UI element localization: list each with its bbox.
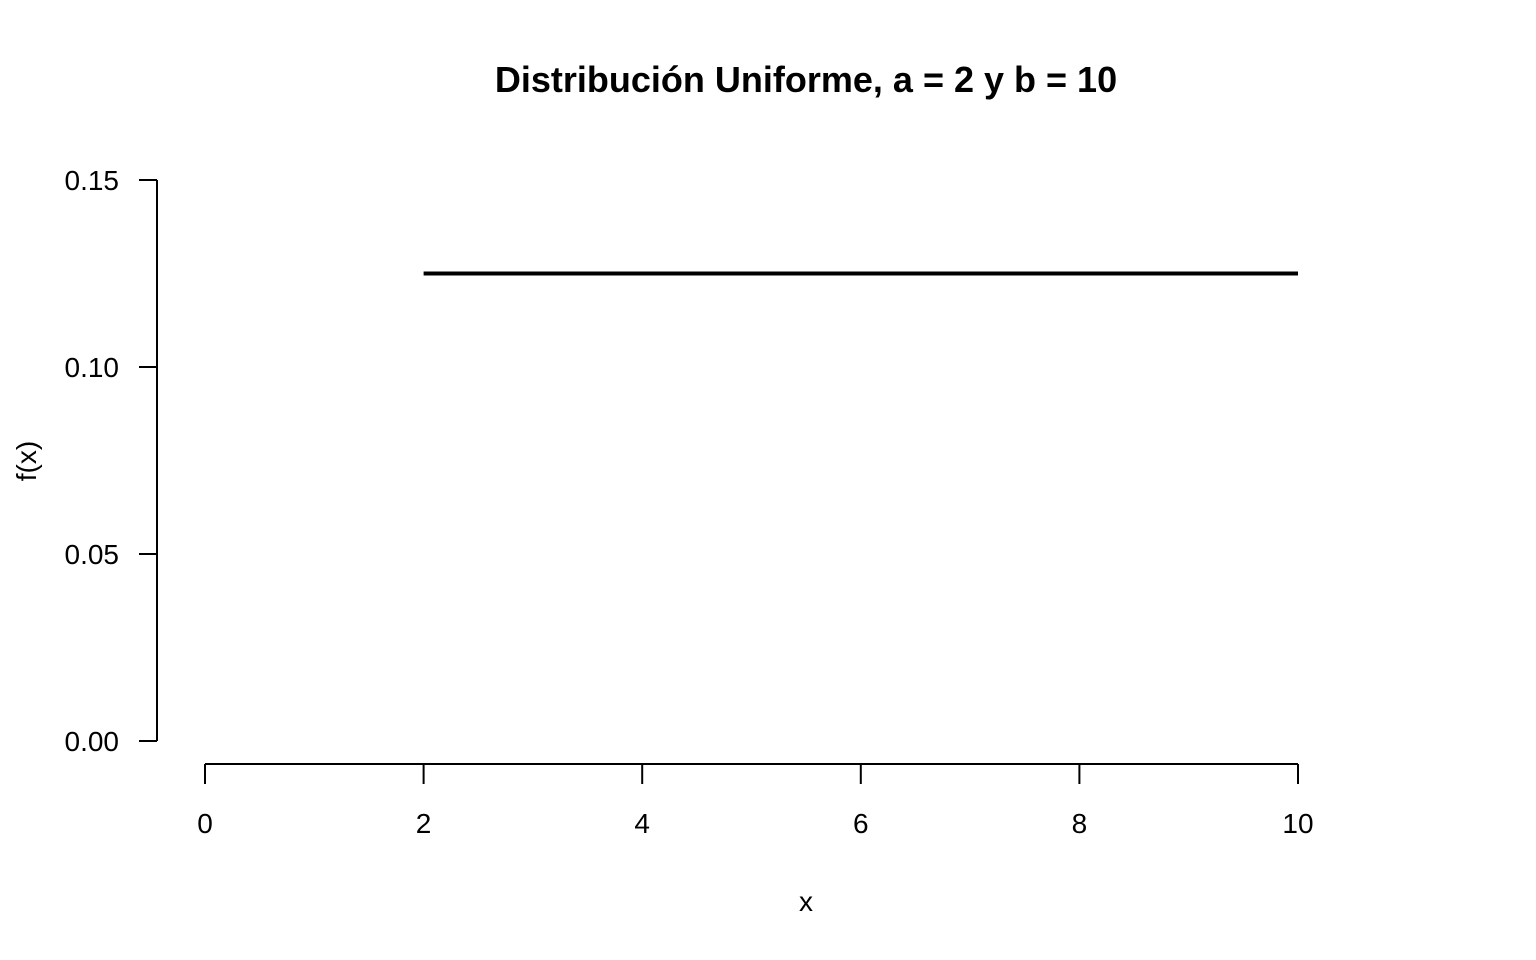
x-tick-label: 4 <box>634 808 650 839</box>
y-axis: 0.00 0.05 0.10 0.15 <box>65 165 158 757</box>
chart-title: Distribución Uniforme, a = 2 y b = 10 <box>495 59 1117 100</box>
x-tick-label: 6 <box>853 808 869 839</box>
x-axis-label: x <box>799 886 813 917</box>
y-tick-label: 0.05 <box>65 539 120 570</box>
y-tick-label: 0.00 <box>65 726 120 757</box>
y-axis-label: f(x) <box>11 441 42 481</box>
x-tick-label: 10 <box>1282 808 1313 839</box>
x-axis: 0 2 4 6 8 10 <box>197 763 1314 839</box>
x-tick-label: 0 <box>197 808 213 839</box>
y-tick-label: 0.10 <box>65 352 120 383</box>
x-tick-label: 2 <box>416 808 432 839</box>
x-tick-label: 8 <box>1072 808 1088 839</box>
y-tick-label: 0.15 <box>65 165 120 196</box>
